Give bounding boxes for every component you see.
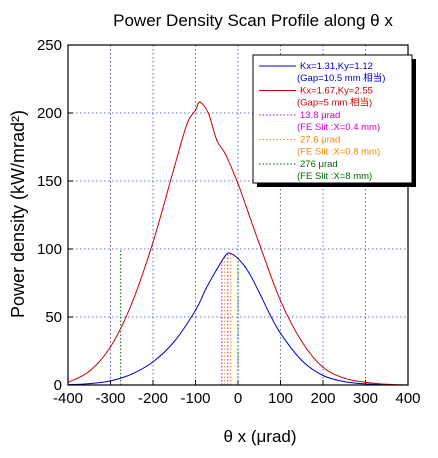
x-tick-label: 400	[395, 390, 420, 407]
data-point	[88, 370, 90, 372]
x-tick-label: 0	[234, 390, 242, 407]
plot-frame	[67, 44, 409, 386]
data-point	[205, 287, 207, 290]
legend-note: (FE Slit :X=8 mm)	[297, 171, 372, 182]
legend: Kx=1.31,Ky=1.12(Gap=10.5 mm 相当) Kx=1.67,K…	[252, 54, 416, 187]
data-point	[364, 381, 367, 383]
legend-note: (Gap=5 mm 相当)	[297, 97, 372, 109]
x-tick-label: 100	[268, 390, 293, 407]
y-tick-label: 0	[54, 377, 62, 394]
legend-label: 276 μrad	[300, 159, 338, 170]
data-point	[173, 166, 175, 168]
data-point	[109, 380, 112, 382]
series-line-red	[67, 101, 409, 386]
data-point	[131, 302, 133, 304]
legend-note: (Gap=10.5 mm 相当)	[297, 72, 385, 84]
x-axis-label: θ x (μrad)	[223, 427, 296, 446]
data-point	[186, 123, 188, 125]
legend-label: Kx=1.67,Ky=2.55	[300, 86, 373, 97]
data-point	[258, 291, 260, 294]
data-point	[194, 309, 197, 311]
data-point	[322, 374, 324, 377]
data-point	[199, 101, 201, 103]
x-tick-label: -400	[53, 390, 83, 407]
data-point	[301, 340, 303, 343]
series-layer	[67, 101, 409, 386]
data-point	[152, 241, 154, 243]
x-tick-label: 300	[353, 390, 378, 407]
legend-label: Kx=1.31,Ky=1.12	[300, 61, 373, 72]
data-point	[258, 242, 260, 245]
data-point	[237, 257, 239, 260]
x-tick-labels: -400 -300 -200 -100 0 100 200 300 400	[53, 390, 421, 407]
data-point	[322, 366, 324, 368]
data-point	[88, 383, 90, 385]
data-point	[279, 332, 282, 334]
data-point	[364, 383, 367, 385]
y-tick-label: 150	[37, 173, 62, 190]
y-tick-labels: 0 50 100 150 200 250	[37, 37, 62, 394]
series-line-blue	[67, 252, 409, 386]
data-point	[173, 340, 175, 343]
data-point	[279, 300, 282, 302]
y-tick-label: 250	[37, 37, 62, 54]
data-point	[194, 109, 197, 111]
data-point	[269, 313, 271, 315]
y-axis-label: Power density (kW/mrad²)	[8, 110, 28, 318]
data-point	[207, 112, 209, 114]
y-tick-label: 50	[45, 309, 62, 326]
data-point	[248, 213, 250, 215]
data-point	[343, 381, 345, 383]
data-point	[343, 377, 345, 379]
legend-box	[252, 54, 413, 184]
legend-note: (FE Slit :X=0.8 mm)	[297, 147, 380, 158]
data-point	[237, 183, 239, 185]
data-point	[216, 268, 218, 270]
data-point	[248, 271, 250, 273]
y-tick-label: 100	[37, 241, 62, 258]
x-tick-label: -200	[138, 390, 168, 407]
chart-title: Power Density Scan Profile along θ x	[113, 11, 393, 30]
data-point	[109, 346, 112, 348]
data-point	[224, 153, 226, 155]
x-tick-label: 200	[310, 390, 335, 407]
legend-note: (FE Slit :X=0.4 mm)	[297, 122, 380, 133]
data-point	[216, 139, 218, 141]
y-tick-label: 200	[37, 105, 62, 122]
data-point	[301, 359, 303, 362]
x-tick-label: -300	[95, 390, 125, 407]
legend-label: 13.8 μrad	[300, 110, 340, 121]
y-axis-label-text: Power density (kW/mrad²)	[8, 110, 28, 318]
data-point	[224, 255, 226, 257]
data-point	[131, 373, 133, 375]
x-tick-label: -100	[180, 390, 210, 407]
legend-label: 27.6 μrad	[300, 135, 340, 146]
data-point	[228, 252, 231, 254]
data-point	[152, 361, 154, 363]
